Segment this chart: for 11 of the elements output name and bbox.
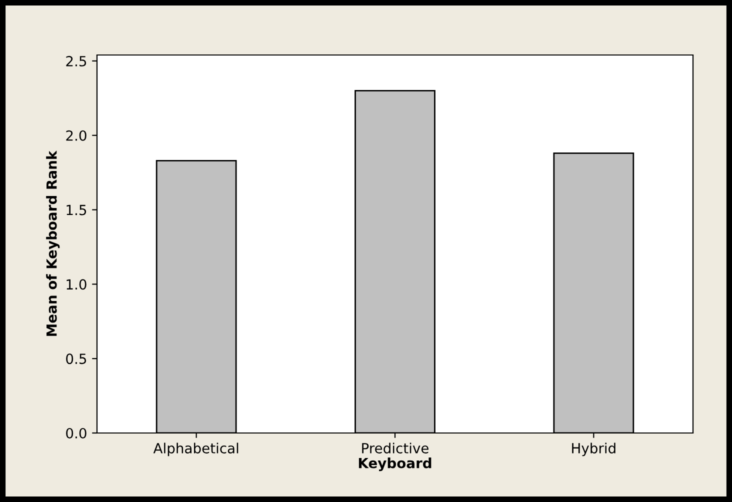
x-tick-label: Alphabetical (153, 442, 238, 456)
y-tick-label: 2.5 (66, 56, 86, 66)
y-tick-label: 0.5 (66, 354, 86, 364)
x-tick-label: Predictive (362, 442, 428, 454)
y-tick-label: 1.5 (66, 204, 86, 216)
y-tick-label: 2.0 (66, 130, 86, 141)
x-tick-label: Hybrid (572, 442, 616, 456)
y-tick-label: 0.0 (66, 428, 86, 438)
y-tick-label: 1.0 (66, 279, 86, 290)
y-axis-title: Mean of Keyboard Rank (46, 150, 60, 336)
x-axis-title: Keyboard (358, 458, 432, 472)
